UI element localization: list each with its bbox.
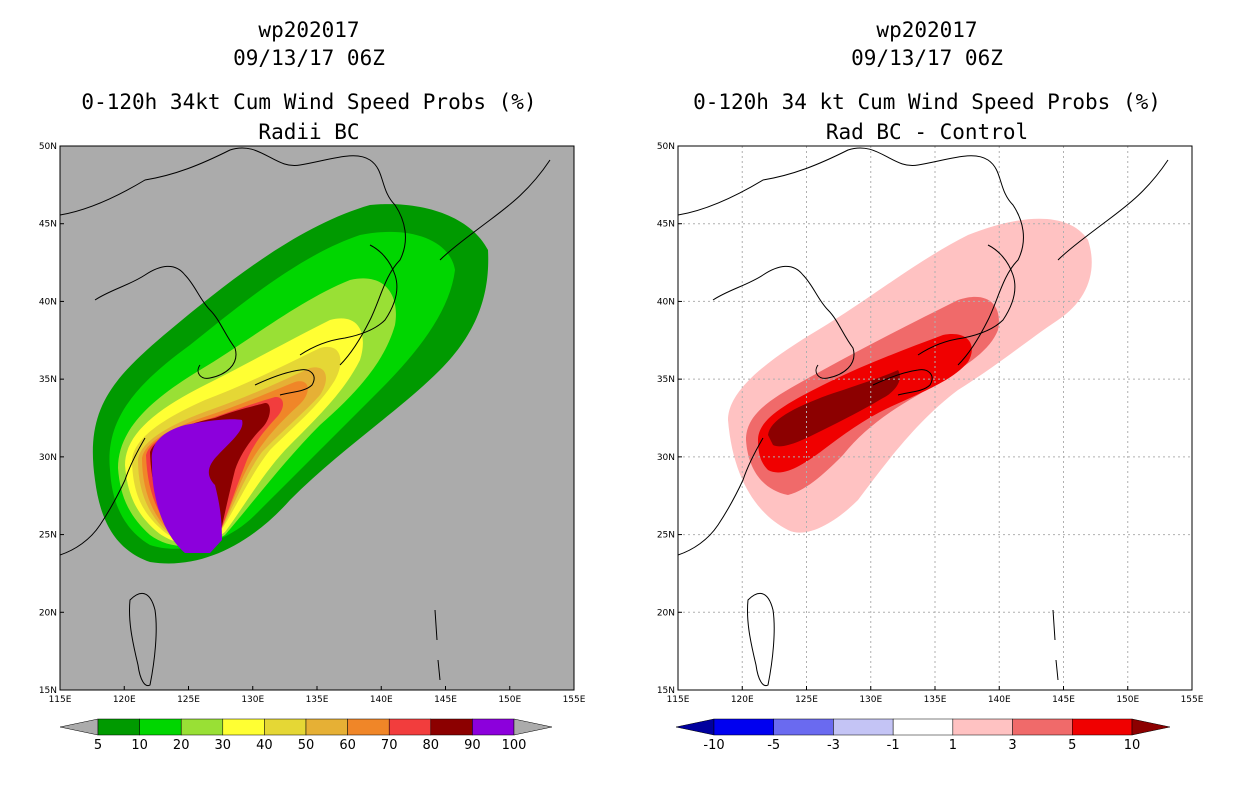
lat-label: 35N [39,375,57,385]
lat-label: 15N [657,686,675,696]
datetime: 09/13/17 06Z [233,46,385,70]
lon-label: 120E [731,695,754,705]
lon-label: 140E [988,695,1011,705]
subtitle: Radii BC [258,120,360,144]
lon-label: 150E [498,695,521,705]
axis-ticks: 115E 120E 125E 130E 135E 140E 145E 150E 155E 50N 4… [39,142,586,705]
lon-label: 145E [434,695,457,705]
colorbar-box [97,718,140,736]
lon-label: 140E [370,695,393,705]
colorbar-box [347,718,390,736]
colorbar-box [1072,718,1133,736]
lon-label: 125E [795,695,818,705]
colorbar-box [388,718,432,736]
lat-label: 40N [657,297,675,307]
colorbar-label: -5 [767,738,780,753]
colorbar-label: 20 [173,738,190,753]
lon-label: 145E [1052,695,1075,705]
lat-label: 20N [39,608,57,618]
grid-lines [678,146,1192,690]
colorbar-box [139,718,182,736]
lat-label: 50N [39,142,57,152]
lat-label: 20N [657,608,675,618]
colorbar-label: 10 [1124,738,1141,753]
lat-label: 30N [657,453,675,463]
lat-label: 50N [657,142,675,152]
colorbar-label: 60 [339,738,356,753]
colorbar-label: 70 [381,738,398,753]
colorbar-label: 40 [256,738,273,753]
colorbar-box [264,718,307,736]
colorbar-arrow-high [1131,718,1171,736]
colorbar-label: 10 [131,738,148,753]
colorbar-label: 90 [464,738,481,753]
colorbar-box [430,718,473,736]
colorbar-label: 5 [1068,738,1076,753]
lat-label: 30N [39,453,57,463]
lon-label: 115E [49,695,72,705]
colorbar-label: -10 [703,738,724,753]
right-map: 115E 120E 125E 130E 135E 140E 145E 150E 155E 50N 4… [657,142,1204,753]
lat-label: 25N [39,531,57,541]
product-title: 0-120h 34kt Cum Wind Speed Probs (%) [81,90,537,114]
lat-label: 25N [657,531,675,541]
lon-label: 155E [563,695,586,705]
lat-label: 45N [39,220,57,230]
colorbar-box [180,718,224,736]
lon-label: 120E [113,695,136,705]
lon-label: 115E [667,695,690,705]
lat-label: 15N [39,686,57,696]
colorbar-label: -3 [827,738,840,753]
colorbar: -10 -5 -3 -1 1 3 5 10 [675,718,1171,753]
storm-id: wp202017 [876,18,978,42]
lon-label: 150E [1116,695,1139,705]
left-panel: wp202017 09/13/17 06Z 0-120h 34kt Cum Wi… [39,18,586,753]
lon-label: 155E [1181,695,1204,705]
left-map: 115E 120E 125E 130E 135E 140E 145E 150E 155E 50N 4… [39,142,586,753]
probability-contours [92,204,489,564]
colorbar-label: 50 [298,738,315,753]
right-panel: wp202017 09/13/17 06Z 0-120h 34 kt Cum W… [618,0,1236,800]
colorbar-label: 3 [1008,738,1016,753]
colorbar-box [892,718,954,736]
colorbar-box [1012,718,1073,736]
product-title: 0-120h 34 kt Cum Wind Speed Probs (%) [693,90,1161,114]
colorbar: 5 10 20 30 40 50 60 70 80 90 100 [59,718,553,753]
coastlines [678,147,1169,687]
lat-label: 45N [657,220,675,230]
difference-contours [728,218,1092,533]
colorbar-box [773,718,834,736]
colorbar-box [833,718,894,736]
colorbar-label: -1 [887,738,900,753]
coastlines [60,147,551,687]
colorbar-box [222,718,265,736]
datetime: 09/13/17 06Z [851,46,1003,70]
lat-label: 35N [657,375,675,385]
subtitle: Rad BC - Control [825,120,1029,144]
colorbar-label: 30 [215,738,232,753]
colorbar-box [713,718,774,736]
lon-label: 135E [306,695,329,705]
colorbar-box [305,718,348,736]
colorbar-label: 1 [949,738,957,753]
axis-ticks: 115E 120E 125E 130E 135E 140E 145E 150E 155E 50N 4… [657,142,1204,705]
lon-label: 130E [859,695,882,705]
colorbar-label: 5 [94,738,102,753]
lon-label: 130E [241,695,264,705]
colorbar-label: 80 [423,738,440,753]
colorbar-arrow-low [59,718,99,736]
colorbar-box [472,718,515,736]
lon-label: 135E [924,695,947,705]
colorbar-label: 100 [502,738,527,753]
storm-id: wp202017 [258,18,360,42]
lat-label: 40N [39,297,57,307]
colorbar-box [952,718,1013,736]
lon-label: 125E [177,695,200,705]
colorbar-arrow-low [675,718,715,736]
colorbar-arrow-high [513,718,553,736]
